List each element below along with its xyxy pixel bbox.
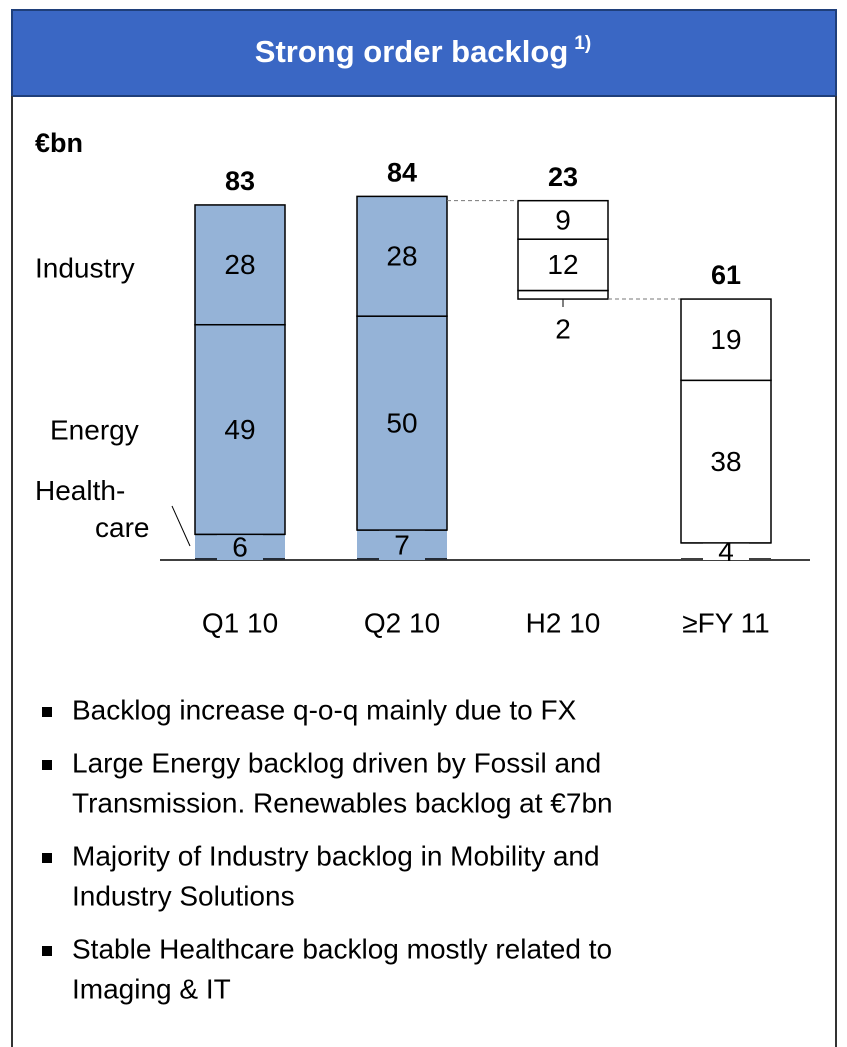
title-text: Strong order backlog xyxy=(255,34,568,69)
total-label: 84 xyxy=(387,158,417,188)
segment-label: 38 xyxy=(710,446,741,477)
bar-segment xyxy=(356,315,448,531)
series-label: Energy xyxy=(50,414,139,445)
x-tick-label: H2 10 xyxy=(526,607,601,638)
healthcare-pointer xyxy=(171,505,191,547)
total-label: 83 xyxy=(225,166,255,196)
series-label-line: care xyxy=(95,512,149,543)
unit-label: €bn xyxy=(35,128,83,158)
bar-segment xyxy=(517,238,609,292)
bar-segment xyxy=(680,298,772,382)
bar-segment xyxy=(194,323,286,536)
segment-label: 9 xyxy=(555,204,571,235)
title-note: 1) xyxy=(574,33,591,54)
segment-label: 7 xyxy=(394,529,410,560)
bullet-text: Imaging & IT xyxy=(72,973,231,1004)
segment-label: 28 xyxy=(386,241,417,272)
bullet-text: Industry Solutions xyxy=(72,880,295,911)
total-label: 23 xyxy=(548,162,578,192)
bullet-text: Transmission. Renewables backlog at €7bn xyxy=(72,787,613,818)
bullet-marker xyxy=(42,853,52,863)
bullet-text: Large Energy backlog driven by Fossil an… xyxy=(72,747,601,778)
segment-label: 2 xyxy=(555,313,571,344)
bar-segment xyxy=(194,204,286,326)
bullet-text: Stable Healthcare backlog mostly related… xyxy=(72,933,612,964)
series-label: Health-care xyxy=(35,475,149,543)
segment-label: 12 xyxy=(547,249,578,280)
bullet-marker xyxy=(42,707,52,717)
x-tick-label: Q1 10 xyxy=(202,607,278,638)
bar-segment xyxy=(195,534,285,560)
segment-label: 28 xyxy=(224,249,255,280)
segment-label: 19 xyxy=(710,324,741,355)
bullet-text: Backlog increase q-o-q mainly due to FX xyxy=(72,694,577,725)
bullet-marker xyxy=(42,760,52,770)
bar-segment xyxy=(517,289,609,300)
bar-segment xyxy=(517,199,609,240)
header-band xyxy=(11,9,837,97)
segment-label: 49 xyxy=(224,414,255,445)
series-label-line: Health- xyxy=(35,475,125,506)
bullet-marker xyxy=(42,946,52,956)
bar-segment xyxy=(356,195,448,317)
segment-label: 50 xyxy=(386,408,417,439)
slide-title: Strong order backlog 1) xyxy=(255,33,591,69)
total-label: 61 xyxy=(711,260,741,290)
bar-segment xyxy=(357,530,447,560)
bar-segment xyxy=(680,379,772,544)
bullet-text: Majority of Industry backlog in Mobility… xyxy=(72,840,600,871)
series-label: Industry xyxy=(35,252,135,283)
x-tick-label: ≥FY 11 xyxy=(682,607,770,638)
segment-label: 6 xyxy=(232,532,248,563)
bar-segment xyxy=(681,542,771,560)
x-tick-label: Q2 10 xyxy=(364,607,440,638)
